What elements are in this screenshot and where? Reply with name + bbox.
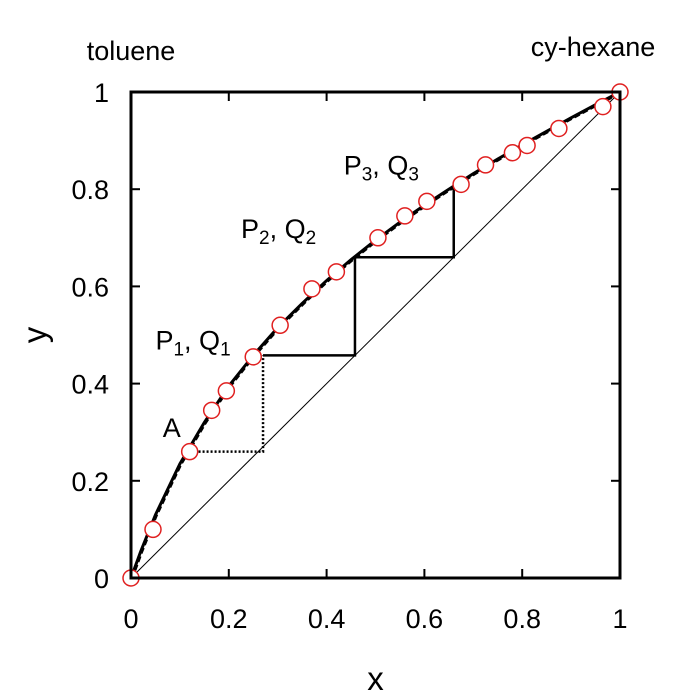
annotation-text: Q xyxy=(387,151,408,181)
data-point xyxy=(202,401,221,420)
x-axis-label: x xyxy=(367,660,384,697)
annotation-label: P1, Q1 xyxy=(155,326,230,361)
annotation-text: A xyxy=(163,413,181,443)
y-axis-label: y xyxy=(16,326,53,343)
data-point xyxy=(303,280,321,298)
annotation-subscript: 2 xyxy=(259,228,270,249)
stage-dotted-line xyxy=(194,355,265,453)
corner-label-right: cy-hexane xyxy=(531,32,656,62)
annotation-label: P2, Q2 xyxy=(241,214,316,249)
annotation-text: P xyxy=(241,214,259,244)
diagonal-line xyxy=(130,91,621,579)
annotation-subscript: 2 xyxy=(306,228,317,249)
annotation-subscript: 3 xyxy=(408,165,419,186)
x-tick-label: 1 xyxy=(612,604,627,634)
stage-solid-line xyxy=(263,184,455,357)
data-point xyxy=(594,97,612,116)
data-point xyxy=(452,175,470,194)
data-point xyxy=(217,382,236,400)
annotation-text: Q xyxy=(285,214,306,244)
data-point xyxy=(418,192,436,211)
data-point xyxy=(144,520,162,539)
data-point xyxy=(369,229,387,247)
y-tick-label: 0.6 xyxy=(71,272,109,302)
y-tick-label: 1 xyxy=(94,78,109,108)
data-point xyxy=(327,263,346,281)
y-tick-label: 0.4 xyxy=(71,370,109,400)
x-tick-label: 0.6 xyxy=(406,604,444,634)
data-point xyxy=(503,144,522,162)
annotation-text: Q xyxy=(199,326,220,356)
data-point xyxy=(396,207,414,225)
data-point xyxy=(518,136,536,155)
x-tick-label: 0.2 xyxy=(210,604,248,634)
annotation-subscript: 1 xyxy=(173,340,184,361)
annotation-text: , xyxy=(372,151,387,181)
data-point xyxy=(476,156,495,174)
annotation-text: , xyxy=(184,326,199,356)
corner-label-left: toluene xyxy=(87,36,176,66)
y-tick-label: 0.8 xyxy=(71,175,109,205)
data-point xyxy=(550,119,568,138)
annotation-text: P xyxy=(155,326,173,356)
data-point xyxy=(244,348,262,366)
equilibrium-curve xyxy=(129,90,621,579)
data-point xyxy=(271,316,289,335)
y-tick-labels: 0 0.2 0.4 0.6 0.8 1 xyxy=(71,78,109,594)
annotation-text: , xyxy=(270,214,285,244)
y-tick-label: 0.2 xyxy=(71,467,109,497)
annotation-subscript: 3 xyxy=(362,165,373,186)
x-tick-label: 0.4 xyxy=(308,604,346,634)
data-point xyxy=(180,442,199,461)
experimental-points-layer xyxy=(122,83,629,587)
axis-ticks xyxy=(130,91,621,579)
x-tick-label: 0 xyxy=(123,604,138,634)
y-tick-label: 0 xyxy=(94,564,109,594)
annotation-subscript: 1 xyxy=(220,340,231,361)
annotation-label: A xyxy=(163,413,181,443)
x-tick-label: 0.8 xyxy=(503,604,541,634)
plot-frame xyxy=(129,90,622,580)
annotation-label: P3, Q3 xyxy=(344,151,419,186)
annotation-text: P xyxy=(344,151,362,181)
x-tick-labels: 0 0.2 0.4 0.6 0.8 1 xyxy=(123,604,627,634)
